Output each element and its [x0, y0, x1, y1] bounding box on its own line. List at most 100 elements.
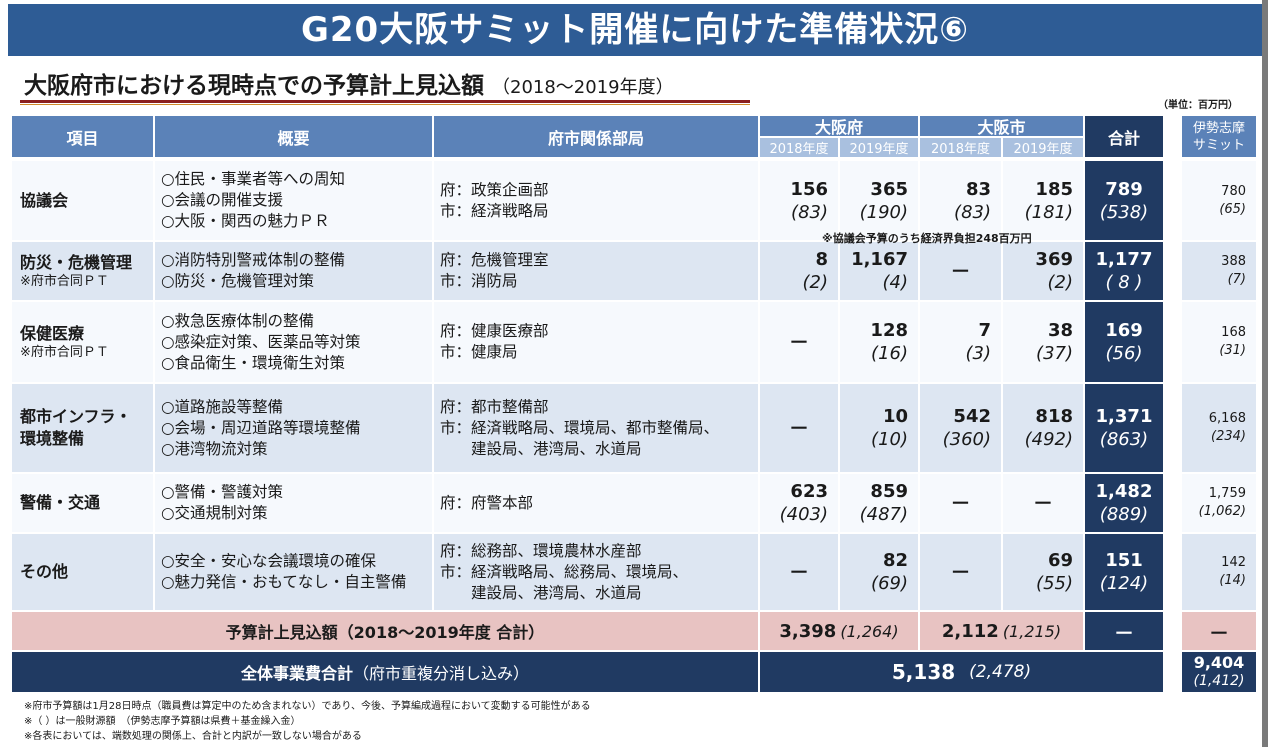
row-item: その他: [12, 534, 153, 610]
dept-line: 市：経済戦略局、環境局、都市整備局、: [440, 418, 720, 437]
dept-line: 市：経済戦略局: [440, 201, 549, 220]
row-ise: 6,168 (234): [1182, 384, 1256, 472]
header-pref-2018-label: 2018年度: [769, 142, 829, 157]
keizai-note: ※協議会予算のうち経済界負担248百万円: [822, 232, 1032, 245]
summary-line: ○港湾物流対策: [161, 439, 268, 458]
row-value: －: [920, 474, 1001, 532]
value-main: 365: [870, 178, 908, 200]
overall-label-bold: 全体事業費合計: [240, 664, 353, 683]
row-summary: ○消防特別警戒体制の整備 ○防災・危機管理対策: [155, 242, 432, 300]
row-summary: ○警備・警護対策 ○交通規制対策: [155, 474, 432, 532]
ise-general-fund: (31): [1219, 343, 1246, 358]
overall-label: 全体事業費合計 （府市重複分消し込み）: [12, 652, 758, 692]
row-total: 789 (538): [1085, 161, 1163, 240]
unit-label: （単位：百万円）: [1158, 100, 1238, 111]
value-main: 8: [815, 249, 828, 270]
budget-value: 3,398 (1,264): [760, 612, 918, 650]
row-value: 369 (2): [1003, 242, 1083, 300]
row-value: 7 (3): [920, 302, 1001, 382]
row-total: 1,482 (889): [1085, 474, 1163, 532]
value-main: 185: [1035, 178, 1073, 200]
row-value: 156 (83): [760, 161, 838, 240]
row-value: －: [760, 302, 838, 382]
footnote-line: ※各表においては、端数処理の関係上、合計と内訳が一致しない場合がある: [24, 731, 362, 742]
row-item: 防災・危機管理 ※府市合同ＰＴ: [12, 242, 153, 300]
ise-value: 6,168: [1208, 411, 1246, 426]
total-main: 1,482: [1095, 481, 1153, 502]
row-item: 協議会: [12, 161, 153, 240]
row-summary: ○安全・安心な会議環境の確保 ○魅力発信・おもてなし・自主警備: [155, 534, 432, 610]
value-general-fund: (69): [871, 573, 908, 594]
row-item-label: その他: [20, 562, 69, 581]
row-value: 83 (83): [920, 161, 1001, 240]
header-city-2019-label: 2019年度: [1013, 142, 1073, 157]
value-general-fund: (83): [954, 201, 991, 223]
value-main: 7: [978, 320, 991, 341]
row-item-label: 保健医療: [20, 324, 85, 343]
row-value: 128 (16): [840, 302, 918, 382]
page-title: G20大阪サミット開催に向けた準備状況⑥: [8, 4, 1262, 56]
value-dash: －: [789, 329, 809, 354]
value-main: 859: [870, 481, 908, 502]
budget-total-dash: －: [1114, 620, 1134, 645]
value-main: 83: [965, 178, 991, 200]
row-total: 169 (56): [1085, 302, 1163, 382]
value-general-fund: (2): [1047, 272, 1074, 293]
value-dash: －: [789, 559, 809, 584]
header-dept-label: 府市関係部局: [547, 128, 644, 148]
ise-general-fund: (14): [1219, 573, 1246, 588]
row-ise: 1,759 (1,062): [1182, 474, 1256, 532]
row-value: 82 (69): [840, 534, 918, 610]
value-main: 369: [1035, 249, 1073, 270]
row-item-note: ※府市合同ＰＴ: [20, 274, 109, 289]
header-city-2018-label: 2018年度: [930, 142, 991, 157]
header-pref-label: 大阪府: [814, 118, 863, 136]
row-value: －: [920, 242, 1001, 300]
value-main: 10: [882, 406, 908, 427]
value-general-fund: (360): [942, 429, 991, 450]
budget-ise: －: [1182, 612, 1256, 650]
row-ise: 388 (7): [1182, 242, 1256, 300]
row-total: 151 (124): [1085, 534, 1163, 610]
total-main: 169: [1105, 320, 1143, 341]
header-city-label: 大阪市: [977, 118, 1026, 136]
header-dept: 府市関係部局: [434, 116, 758, 157]
subtitle-underline-accent: [20, 104, 750, 105]
total-general-fund: (889): [1099, 504, 1149, 525]
section-subtitle: 大阪府市における現時点での予算計上見込額 （2018～2019年度）: [24, 66, 674, 100]
row-ise: 780 (65): [1182, 161, 1256, 240]
overall-ise-general-fund: (1,412): [1193, 673, 1245, 689]
total-main: 1,177: [1095, 249, 1153, 270]
dept-line: 府：府警本部: [440, 493, 534, 512]
row-dept: 府：健康医療部 市：健康局: [434, 302, 758, 382]
total-main: 789: [1105, 178, 1143, 200]
summary-line: ○住民・事業者等への周知: [161, 170, 346, 188]
value-general-fund: (4): [882, 272, 909, 293]
row-dept: 府：都市整備部 市：経済戦略局、環境局、都市整備局、 建設局、港湾局、水道局: [434, 384, 758, 472]
dept-line: 府：健康医療部: [440, 322, 549, 340]
total-general-fund: (863): [1099, 429, 1149, 450]
value-general-fund: (403): [779, 504, 828, 525]
header-city-2018: 2018年度: [920, 138, 1001, 157]
value-main: 623: [790, 481, 828, 502]
total-general-fund: (124): [1099, 573, 1149, 594]
ise-value: 388: [1221, 254, 1246, 269]
row-value: 69 (55): [1003, 534, 1083, 610]
row-ise: 142 (14): [1182, 534, 1256, 610]
value-general-fund: (55): [1036, 573, 1073, 594]
row-item-label-2: 環境整備: [20, 429, 85, 448]
dept-line: 府：政策企画部: [440, 180, 549, 199]
value-main: 38: [1047, 320, 1073, 341]
row-item-label: 協議会: [20, 190, 69, 210]
header-city-2019: 2019年度: [1003, 138, 1083, 157]
budget-ise-dash: －: [1209, 620, 1229, 645]
row-total: 1,371 (863): [1085, 384, 1163, 472]
row-value: 623 (403): [760, 474, 838, 532]
summary-line: ○会議の開催支援: [161, 191, 284, 209]
row-item-label: 防災・危機管理: [20, 253, 133, 272]
value-general-fund: (492): [1024, 429, 1073, 450]
row-summary: ○住民・事業者等への周知 ○会議の開催支援 ○大阪・関西の魅力ＰＲ: [155, 161, 432, 240]
header-item: 項目: [12, 116, 153, 157]
row-item-note: ※府市合同ＰＴ: [20, 345, 109, 360]
row-value: －: [760, 384, 838, 472]
